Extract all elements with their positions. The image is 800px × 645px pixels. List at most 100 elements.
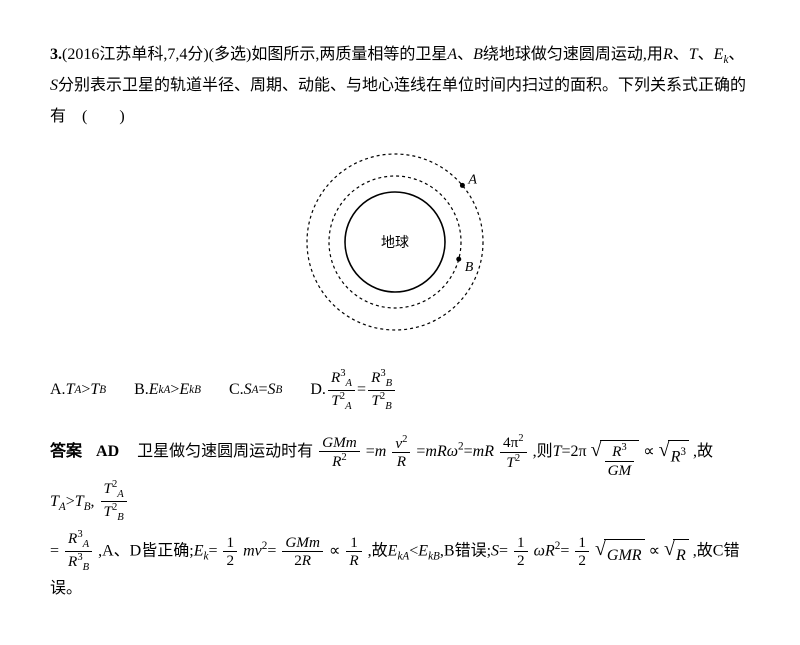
eq: = (357, 375, 366, 405)
opt-tag: A. (50, 375, 66, 405)
den: 2 (223, 552, 237, 569)
sup: 2 (518, 433, 523, 444)
earth-label: 地球 (381, 235, 409, 251)
sub: A (117, 489, 124, 500)
sub: B (117, 512, 124, 523)
stem-text: 如图所示,两质量相等的卫星 (251, 46, 447, 63)
num: 1 (346, 534, 361, 552)
sup: 2 (341, 452, 346, 463)
rad: GMR (604, 539, 645, 571)
sym: T (90, 375, 99, 405)
sqrt: √R (664, 539, 689, 571)
sup: 3 (621, 442, 626, 453)
sub: A (59, 501, 66, 513)
sym: T (50, 493, 59, 510)
sub: A (252, 380, 259, 401)
den: R (346, 552, 361, 569)
frac: 1R (346, 534, 361, 570)
var-s: S (50, 77, 58, 94)
sym: mRω (425, 443, 458, 460)
sym: mR (473, 443, 494, 460)
opt-tag: D. (310, 375, 326, 405)
eq: = (366, 443, 375, 460)
sep: 、 (457, 46, 473, 63)
sep: 、 (728, 46, 744, 63)
text: ,A、D皆正确; (98, 542, 194, 559)
sym: R (68, 553, 77, 570)
sub: B (386, 378, 393, 389)
sup: 3 (680, 446, 686, 458)
sqrt: √GMR (595, 539, 645, 571)
num: 1 (223, 534, 237, 552)
cmp: > (66, 493, 75, 510)
sym: T (104, 503, 112, 520)
eq: = (267, 542, 276, 559)
sym: m (375, 443, 387, 460)
option-c: C.SA=SB (229, 375, 282, 405)
text: 卫星做匀速圆周运动时有 (137, 443, 313, 460)
prop: ∝ (329, 542, 340, 559)
sub: A (83, 539, 90, 550)
sym: E (388, 542, 398, 559)
cmp: > (81, 375, 90, 405)
sym: E (179, 375, 189, 405)
sym: R (331, 369, 340, 386)
sub: kB (189, 380, 201, 401)
sup: 2 (402, 434, 407, 445)
sym: T (506, 454, 514, 471)
sym: T (371, 392, 379, 409)
sub: kA (397, 550, 409, 562)
sym: T (331, 392, 339, 409)
orbit-svg: 地球 A B (285, 142, 515, 342)
den: 2 (575, 552, 589, 569)
sym: R (612, 443, 621, 460)
text: ,故 (693, 443, 713, 460)
sub: kA (159, 380, 171, 401)
frac: 12 (223, 534, 237, 570)
problem-number: 3. (50, 46, 62, 63)
num: GMm (282, 534, 323, 552)
den: 2 (514, 552, 528, 569)
sym: T (104, 480, 112, 497)
text: , (91, 493, 95, 510)
num: GMm (319, 434, 360, 452)
var-ek: E (714, 46, 724, 63)
problem-stem: 3.(2016江苏单科,7,4分)(多选)如图所示,两质量相等的卫星A、B绕地球… (50, 40, 750, 132)
sym: E (418, 542, 428, 559)
sym: ωR (534, 542, 555, 559)
frac: v2R (392, 434, 410, 471)
sub: kB (428, 550, 440, 562)
stem-text: 分别表示卫星的轨道半径、周期、动能、与地心连线在单位时间内扫过的面积。下列关系式… (50, 77, 746, 124)
sub: B (99, 380, 106, 401)
eq: = (464, 443, 473, 460)
frac: 12 (514, 534, 528, 570)
sym: R (68, 530, 77, 547)
rad: R (673, 539, 689, 571)
frac: T2AT2B (101, 479, 127, 525)
sub: A (74, 380, 81, 401)
answer-key: AD (96, 443, 119, 460)
frac: GMmR2 (319, 434, 360, 471)
frac: GMm2R (282, 534, 323, 570)
sub: B (84, 501, 91, 513)
sym: T (553, 443, 562, 460)
sub: B (83, 562, 90, 573)
stem-text: 绕地球做匀速圆周运动,用 (483, 46, 663, 63)
option-d: D. R3A T2A = R3B T2B (310, 368, 397, 414)
label-b: B (465, 260, 474, 275)
den: R (392, 453, 410, 470)
eq: = (499, 542, 508, 559)
sym: E (149, 375, 159, 405)
label-a: A (467, 173, 477, 188)
sym: R (371, 369, 380, 386)
explanation-line2: = R3AR3B ,A、D皆正确;Ek= 12 mv2= GMm2R ∝ 1R … (50, 529, 750, 605)
eq: = (50, 542, 59, 559)
var-t: T (689, 46, 698, 63)
sqrt: √R3GM (591, 440, 640, 479)
opt-tag: B. (134, 375, 149, 405)
sub: A (345, 401, 352, 412)
sym: T (75, 493, 84, 510)
sym: S (268, 375, 276, 405)
text: ,B错误; (440, 542, 491, 559)
frac: 4π2T2 (500, 433, 527, 471)
